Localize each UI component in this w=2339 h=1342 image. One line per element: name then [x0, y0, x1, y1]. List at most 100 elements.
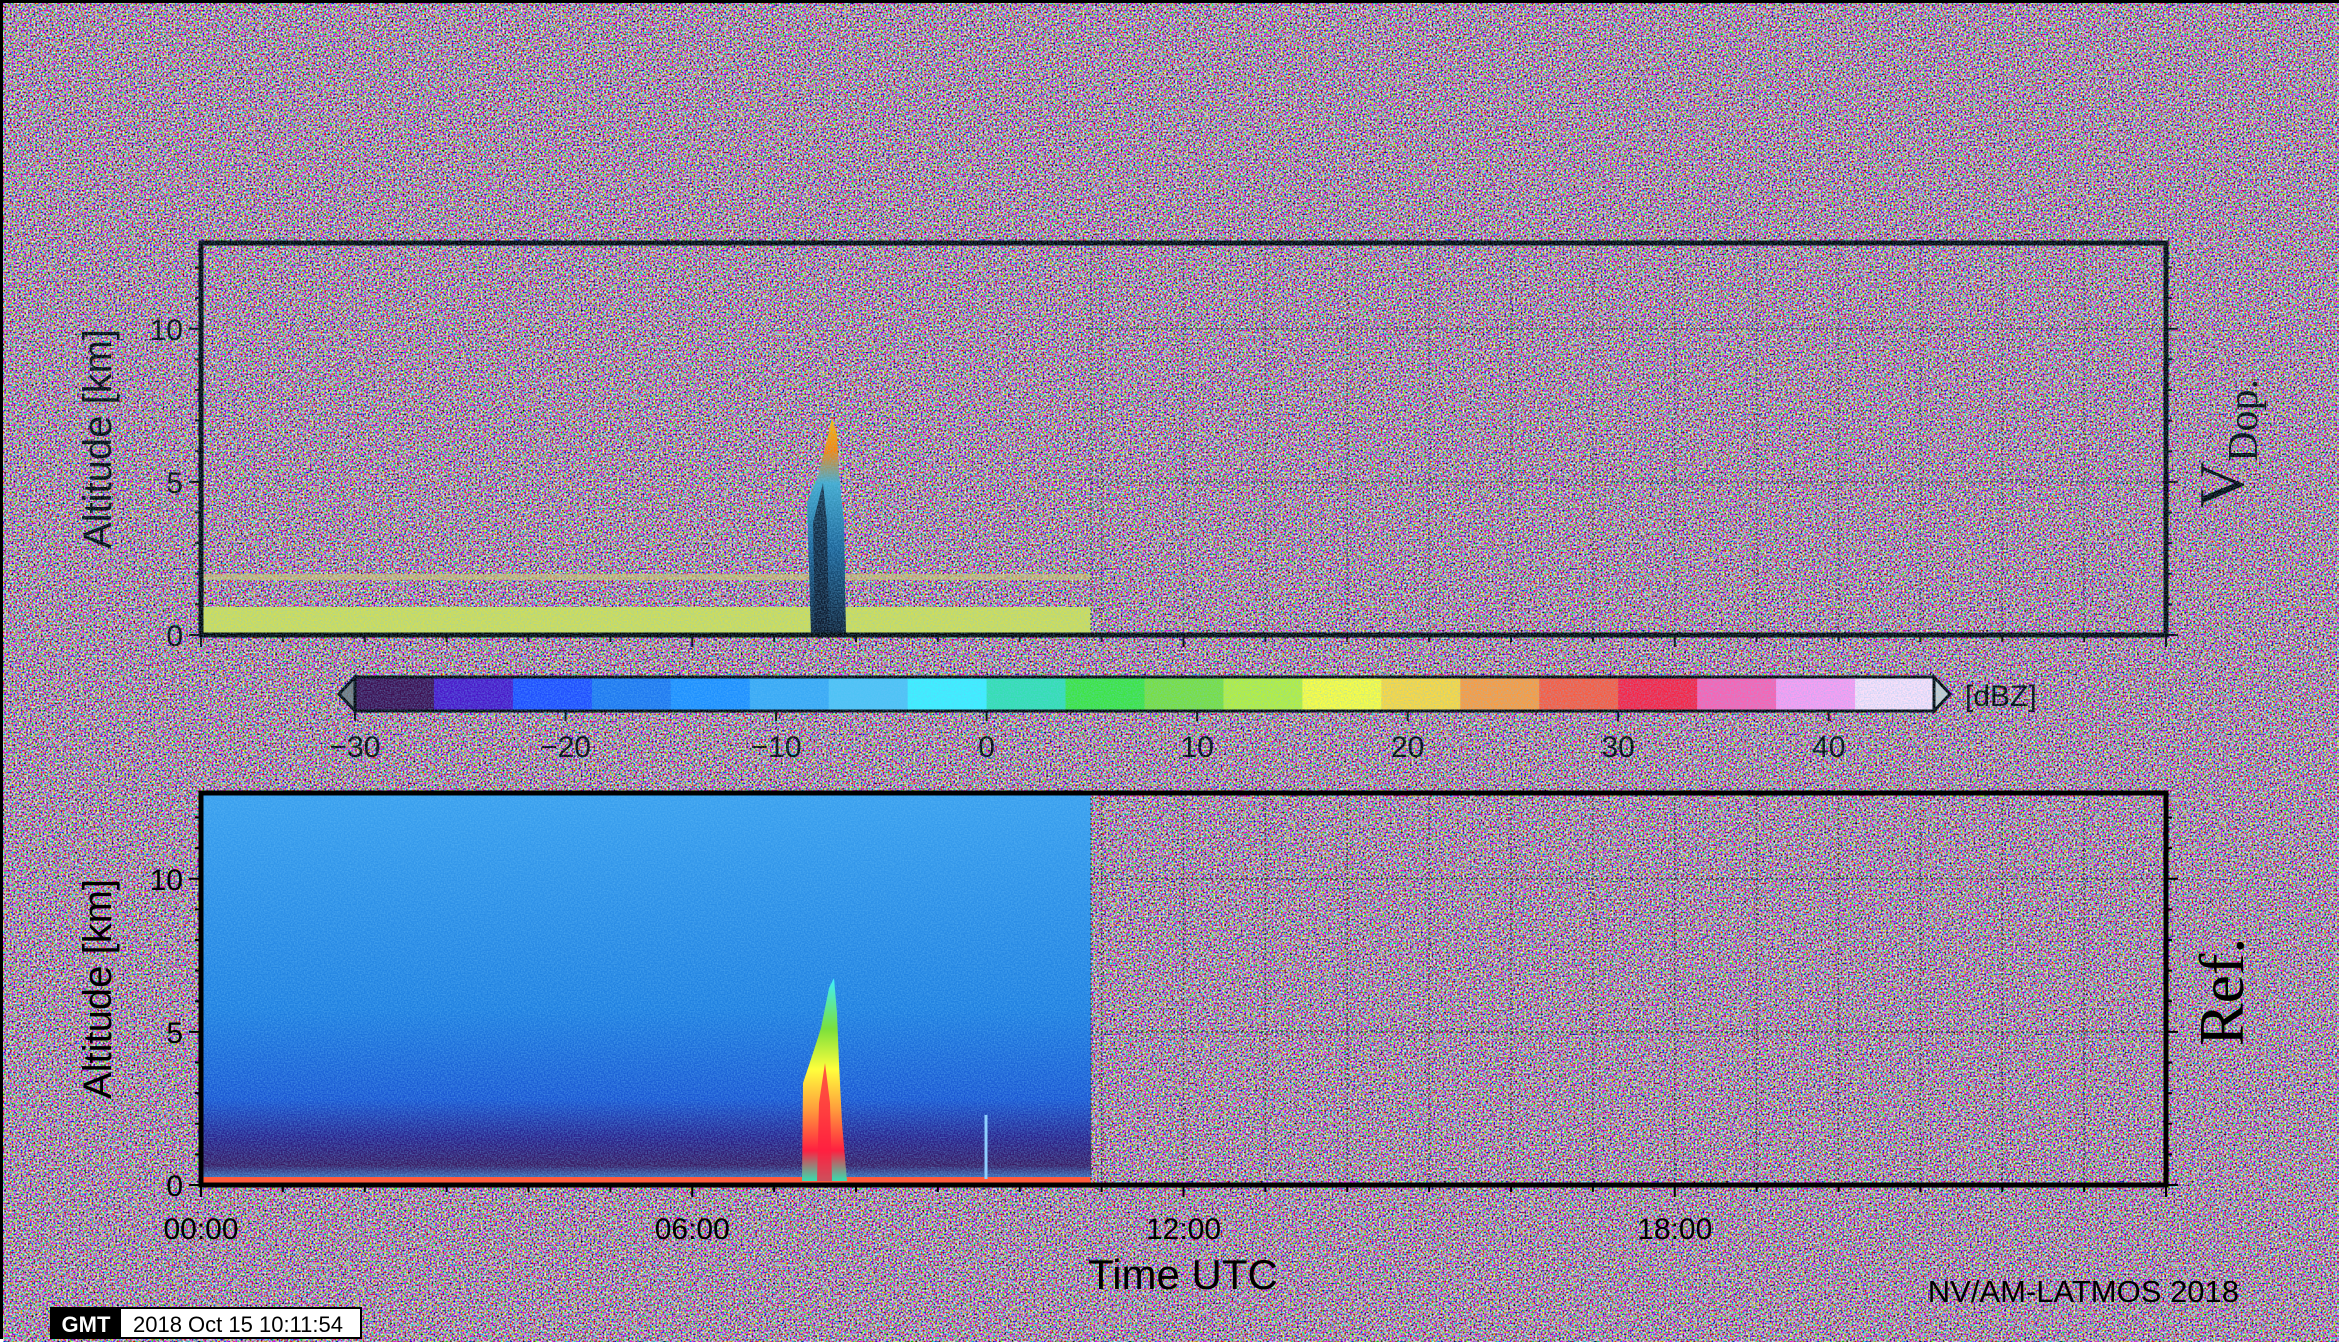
credit-label: NV/AM-LATMOS 2018	[1928, 1274, 2239, 1309]
colorbar-cell	[1551, 126, 1600, 160]
colorbar-cell	[1144, 677, 1225, 711]
reflectivity-ylabel: Altitude [km]	[76, 879, 120, 1099]
colorbar-cell	[450, 126, 500, 160]
reflectivity-unit-label: [dBZ]	[1965, 680, 2037, 713]
colorbar-cell	[1072, 126, 1122, 160]
colorbar-cell	[833, 126, 882, 160]
doppler-ylabel: Altitude [km]	[76, 329, 120, 549]
colorbar-tick-label: 10	[1180, 731, 1213, 764]
colorbar-cell	[749, 677, 830, 711]
colorbar-cell	[828, 677, 909, 711]
colorbar-tick-label: 20	[1391, 731, 1424, 764]
colorbar-min-arrow	[336, 122, 357, 164]
colorbar-min-arrow	[336, 673, 357, 715]
doppler-grid	[1090, 243, 2166, 635]
colorbar-cell	[642, 126, 691, 160]
colorbar-cell	[591, 677, 672, 711]
colorbar-cell	[929, 126, 978, 160]
colorbar-cell	[670, 677, 751, 711]
colorbar-tick-label: −5	[798, 180, 832, 213]
colorbar-cell	[1407, 126, 1457, 160]
colorbar-max-arrow	[1932, 122, 1953, 164]
y-tick-label: 10	[150, 864, 183, 897]
colorbar-tick-label: −10	[461, 180, 512, 213]
colorbar-cell	[1618, 677, 1698, 711]
colorbar-cell	[1776, 677, 1856, 711]
colorbar-cell	[689, 126, 739, 160]
colorbar-cell	[1168, 126, 1217, 160]
colorbar-tick-label: 10	[1786, 180, 1819, 213]
x-axis-label: Time UTC	[1088, 1251, 1278, 1298]
colorbar-cell	[1216, 126, 1265, 160]
colorbar-cell	[512, 677, 593, 711]
x-tick-label: 12:00	[1146, 1213, 1221, 1246]
doppler-panel: −10 −5 0 5 10 [m.s-1] 0 5 10 Altitude [km] VDo…	[76, 122, 2267, 653]
colorbar-cell	[977, 126, 1026, 160]
colorbar-cell	[355, 677, 435, 711]
colorbar-max-arrow	[1932, 673, 1953, 715]
colorbar-cell	[546, 126, 595, 160]
doppler-noise-field	[201, 244, 1091, 614]
colorbar-cell	[1838, 126, 1887, 160]
x-tick-label: 06:00	[655, 1213, 730, 1246]
colorbar-cell	[498, 126, 547, 160]
colorbar-cell	[1790, 126, 1839, 160]
colorbar-cell	[1120, 126, 1170, 160]
colorbar-tick-label: 5	[1465, 180, 1482, 213]
colorbar-tick-label: 30	[1602, 731, 1635, 764]
reflectivity-speckle	[201, 795, 1091, 1185]
colorbar-tick-label: −10	[751, 731, 802, 764]
colorbar-tick-label: −20	[540, 731, 591, 764]
x-tick-label: 00:00	[163, 1213, 238, 1246]
colorbar-tick-label: 0	[1136, 180, 1153, 213]
y-tick-label: 5	[166, 1017, 183, 1050]
y-tick-label: 0	[166, 620, 183, 653]
colorbar-cell	[1264, 126, 1313, 160]
colorbar-cell	[1024, 126, 1074, 160]
colorbar-tick-label: 0	[978, 731, 995, 764]
time-range-label: 2018-10-10T00:00:05 to 2018-10-10T10:52:…	[1522, 41, 2141, 74]
colorbar-cell	[433, 677, 514, 711]
colorbar-cell	[1065, 677, 1146, 711]
colorbar-tick-label: −30	[330, 731, 381, 764]
colorbar-cell	[1697, 677, 1777, 711]
colorbar-cell	[1302, 677, 1382, 711]
colorbar-cell	[594, 126, 643, 160]
gmt-timestamp: 2018 Oct 15 10:11:54	[133, 1312, 343, 1337]
colorbar-cell	[1503, 126, 1552, 160]
y-tick-label: 10	[150, 314, 183, 347]
reflectivity-surface-line	[201, 1177, 1091, 1183]
colorbar-cell	[1539, 677, 1619, 711]
gmt-stamp: GMT 2018 Oct 15 10:11:54	[50, 1307, 362, 1339]
colorbar-cell	[785, 126, 835, 160]
gmt-logo: GMT	[62, 1312, 111, 1337]
x-tick-label: 18:00	[1637, 1213, 1712, 1246]
y-tick-label: 5	[166, 467, 183, 500]
colorbar-cell	[1855, 677, 1935, 711]
reflectivity-grid	[1090, 793, 2166, 1185]
colorbar-cell	[1455, 126, 1504, 160]
colorbar-cell	[1742, 126, 1792, 160]
colorbar-cell	[881, 126, 930, 160]
colorbar-cell	[986, 677, 1067, 711]
doppler-surface-layer	[201, 607, 1091, 635]
colorbar-cell	[737, 126, 787, 160]
doppler-unit-label: [m.s-1]	[1965, 127, 2047, 162]
doppler-colorbar: −10 −5 0 5 10 [m.s-1]	[336, 122, 2047, 213]
colorbar-cell	[1460, 677, 1540, 711]
colorbar-cell	[1223, 677, 1303, 711]
colorbar-cell	[355, 126, 404, 160]
colorbar-tick-label: 40	[1812, 731, 1845, 764]
colorbar-cell	[1311, 126, 1361, 160]
doppler-panel-label: VDop.	[2186, 379, 2267, 508]
y-tick-label: 0	[166, 1170, 183, 1203]
colorbar-cell	[907, 677, 988, 711]
colorbar-cell	[1359, 126, 1409, 160]
colorbar-cell	[1694, 126, 1744, 160]
reflectivity-colorbar: −30 −20 −10 0 10 20 30 40 [dBZ]	[330, 673, 2037, 764]
colorbar-cell	[1381, 677, 1461, 711]
reflectivity-panel-label: Ref.	[2186, 938, 2257, 1046]
colorbar-cell	[1599, 126, 1648, 160]
colorbar-cell	[402, 126, 452, 160]
